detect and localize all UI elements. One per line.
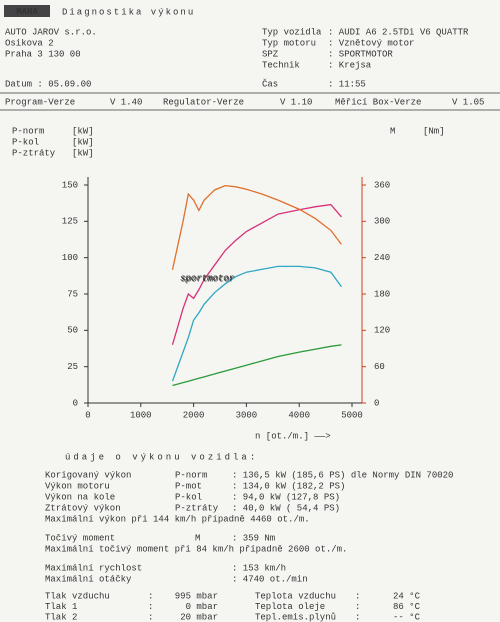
y2-tick-label: 240	[374, 253, 390, 263]
vehicle-label: Technik	[262, 60, 300, 70]
limit-label: Maximální rychlost	[45, 563, 142, 573]
condition-cell: :	[355, 591, 360, 601]
company-line: Osikova 2	[5, 38, 54, 48]
limit-value: : 153 km/h	[232, 563, 286, 573]
y-tick-label: 100	[62, 253, 78, 263]
date: Datum : 05.09.00	[5, 79, 91, 89]
brand-box	[4, 5, 50, 17]
torque-code: M	[195, 533, 200, 543]
condition-cell: 86 °C	[393, 602, 421, 612]
condition-cell: :	[148, 602, 153, 612]
y2-tick-label: 180	[374, 289, 390, 299]
condition-cell: :	[148, 591, 153, 601]
condition-cell: Tepl.emis.plynů	[255, 612, 336, 622]
torque-value: : 359 Nm	[232, 533, 275, 543]
condition-cell: -- °C	[393, 612, 421, 622]
condition-cell: 995 mbar	[175, 591, 218, 601]
result-code: P-mot	[175, 481, 202, 491]
y-tick-label: 50	[67, 326, 78, 336]
watermark: sportmotor	[180, 273, 235, 283]
result-value: : 134,0 kW (182,2 PS)	[232, 481, 345, 491]
y-tick-label: 125	[62, 217, 78, 227]
condition-cell: Tlak 1	[45, 602, 77, 612]
y-tick-label: 0	[73, 398, 78, 408]
brand: MAHA	[16, 7, 38, 17]
vehicle-label: SPZ	[262, 49, 279, 59]
x-tick-label: 3000	[236, 410, 258, 420]
limit-value: : 4740 ot./min	[232, 574, 308, 584]
condition-cell: Tlak 2	[45, 612, 77, 622]
legend-unit: [Nm]	[423, 126, 445, 136]
company-line: AUTO JAROV s.r.o.	[5, 27, 97, 37]
x-tick-label: 0	[85, 410, 90, 420]
y2-tick-label: 60	[374, 362, 385, 372]
y-tick-label: 150	[62, 180, 78, 190]
time-label: Čas	[262, 78, 278, 89]
condition-cell: 24 °C	[393, 591, 421, 601]
condition-cell: 20 mbar	[180, 612, 218, 622]
condition-cell: 0 mbar	[186, 602, 218, 612]
legend-name: P-kol	[12, 137, 39, 147]
condition-cell: :	[148, 612, 153, 622]
version: Regulator-Verze	[163, 97, 244, 107]
x-tick-label: 1000	[130, 410, 152, 420]
result-label: Výkon motoru	[45, 481, 110, 491]
limit-label: Maximální otáčky	[45, 574, 132, 584]
legend-name: M	[390, 126, 395, 136]
legend-unit: [kW]	[72, 126, 94, 136]
x-axis-label: n [ot./m.] ——>	[255, 431, 331, 441]
vehicle-value: : Krejsa	[328, 60, 372, 70]
result-code: P-kol	[175, 492, 202, 502]
condition-cell: Teplota oleje	[255, 602, 325, 612]
y-tick-label: 25	[67, 362, 78, 372]
company-line: Praha 3 130 00	[5, 49, 81, 59]
legend-unit: [kW]	[72, 137, 94, 147]
vehicle-value: : Vznětový motor	[328, 38, 414, 48]
y2-tick-label: 120	[374, 326, 390, 336]
series-line	[171, 184, 342, 270]
version: V 1.40	[110, 97, 142, 107]
legend-unit: [kW]	[72, 148, 94, 158]
result-value: : 94,0 kW (127,8 PS)	[232, 492, 340, 502]
y-tick-label: 75	[67, 289, 78, 299]
torque-label: Točivý moment	[45, 533, 115, 543]
x-tick-label: 2000	[183, 410, 205, 420]
condition-cell: :	[355, 602, 360, 612]
results-title: údaje o výkonu vozidla:	[65, 452, 258, 462]
max-power: Maximální výkon při 144 km/h případně 44…	[45, 514, 310, 524]
y2-tick-label: 300	[374, 217, 390, 227]
result-value: : 136,5 kW (185,6 PS) dle Normy DIN 7002…	[232, 470, 453, 480]
condition-cell: Tlak vzduchu	[45, 591, 110, 601]
condition-cell: Teplota vzduchu	[255, 591, 336, 601]
y2-tick-label: 360	[374, 180, 390, 190]
result-code: P-norm	[175, 470, 207, 480]
title: Diagnostika výkonu	[62, 7, 195, 17]
x-tick-label: 5000	[341, 410, 363, 420]
condition-cell: :	[355, 612, 360, 622]
version: V 1.10	[280, 97, 312, 107]
version: Měřicí Box-Verze	[335, 97, 421, 107]
vehicle-label: Typ motoru	[262, 38, 316, 48]
result-label: Ztrátový výkon	[45, 503, 121, 513]
result-label: Výkon na kole	[45, 492, 115, 502]
vehicle-value: : SPORTMOTOR	[328, 49, 393, 59]
y2-tick-label: 0	[374, 398, 379, 408]
series-line	[171, 203, 342, 346]
series-line	[171, 265, 342, 382]
version: V 1.05	[452, 97, 484, 107]
result-code: P-ztráty	[175, 503, 219, 513]
legend-name: P-ztráty	[12, 148, 56, 158]
result-label: Korigovaný výkon	[45, 470, 131, 480]
vehicle-value: : AUDI A6 2.5TDi V6 QUATTR	[328, 27, 469, 37]
max-torque: Maximální točivý moment při 84 km/h příp…	[45, 544, 347, 554]
watermark-shadow: sportmotor	[181, 274, 236, 284]
legend-name: P-norm	[12, 126, 44, 136]
version: Program-Verze	[5, 97, 75, 107]
vehicle-label: Typ vozidla	[262, 27, 322, 37]
series-line	[172, 344, 342, 387]
time-value: : 11:55	[328, 79, 366, 89]
result-value: : 40,0 kW ( 54,4 PS)	[232, 503, 340, 513]
x-tick-label: 4000	[288, 410, 310, 420]
